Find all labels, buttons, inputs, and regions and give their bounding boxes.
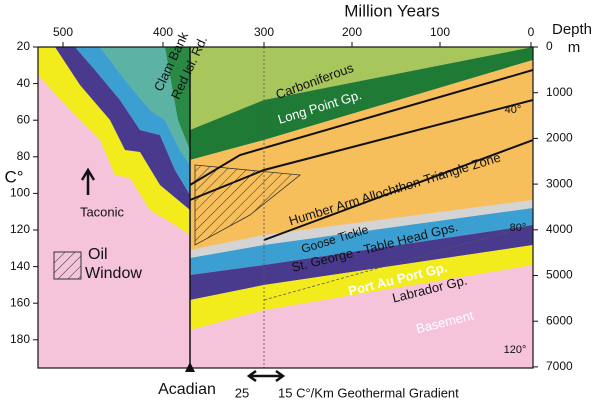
humber-arm bbox=[190, 60, 533, 250]
st-george bbox=[190, 208, 533, 275]
y2-tick-label: 5000 bbox=[546, 268, 573, 282]
title: Million Years bbox=[344, 1, 439, 20]
isotherm-label: 40° bbox=[505, 104, 522, 116]
gradient-arrow bbox=[246, 369, 286, 383]
taconic-label: Taconic bbox=[80, 204, 125, 219]
y2-tick-label: 7000 bbox=[546, 359, 573, 373]
temperature-label: C° bbox=[4, 167, 23, 186]
isotherm-40 bbox=[189, 69, 533, 186]
x-tick-label: 400 bbox=[153, 25, 173, 39]
y2-tick-label: 6000 bbox=[546, 313, 573, 327]
oil-window-area bbox=[194, 164, 302, 246]
legend-label: Window bbox=[85, 265, 142, 282]
isotherm-label: 120° bbox=[504, 344, 527, 356]
x-tick-label: 100 bbox=[430, 25, 450, 39]
isotherm-80 bbox=[263, 139, 533, 241]
y2-tick-label: 2000 bbox=[546, 131, 573, 145]
y-tick-label: 180 bbox=[10, 332, 30, 346]
y2-tick-label: 3000 bbox=[546, 176, 573, 190]
y-tick-label: 80 bbox=[17, 149, 31, 163]
goose-tickle bbox=[190, 200, 533, 258]
y2-tick-label: 0 bbox=[546, 39, 553, 53]
port-au-port-left bbox=[55, 47, 190, 210]
gradient-label: 15 C°/Km Geothermal Gradient bbox=[278, 385, 459, 400]
red-isl-left bbox=[165, 47, 190, 150]
labrador bbox=[190, 245, 533, 330]
depth-unit: m bbox=[568, 39, 581, 56]
isotherm-line bbox=[189, 99, 533, 201]
plot-frame bbox=[37, 46, 534, 369]
strata bbox=[38, 47, 533, 368]
y2-tick-label: 4000 bbox=[546, 222, 573, 236]
x-tick-label: 0 bbox=[528, 25, 535, 39]
y-tick-label: 160 bbox=[10, 295, 30, 309]
acadian-label: Acadian bbox=[158, 381, 216, 398]
depth-label: Depth bbox=[552, 21, 592, 38]
legend-label: Oil bbox=[88, 246, 108, 263]
y-tick-label: 100 bbox=[10, 186, 30, 200]
y-tick-label: 120 bbox=[10, 222, 30, 236]
labrador-left bbox=[38, 47, 190, 235]
clam-bank-left bbox=[100, 47, 190, 165]
y-tick-label: 60 bbox=[17, 112, 31, 126]
isotherm-label: 80° bbox=[510, 222, 527, 234]
acadian-arrow bbox=[185, 362, 195, 372]
y-tick-label: 20 bbox=[17, 39, 31, 53]
y-tick-label: 140 bbox=[10, 259, 30, 273]
legend-swatch bbox=[53, 251, 82, 280]
carboniferous bbox=[190, 47, 533, 130]
taconic-arrow bbox=[80, 167, 96, 195]
x-tick-label: 500 bbox=[53, 25, 73, 39]
isotherm-120 bbox=[263, 224, 533, 301]
x-tick-label: 300 bbox=[254, 25, 274, 39]
long-point bbox=[190, 47, 533, 160]
gradient-start: 25 bbox=[235, 385, 249, 400]
y-tick-label: 40 bbox=[17, 76, 31, 90]
y2-tick-label: 1000 bbox=[546, 85, 573, 99]
x-tick-label: 200 bbox=[342, 25, 362, 39]
port-au-port bbox=[190, 225, 533, 300]
